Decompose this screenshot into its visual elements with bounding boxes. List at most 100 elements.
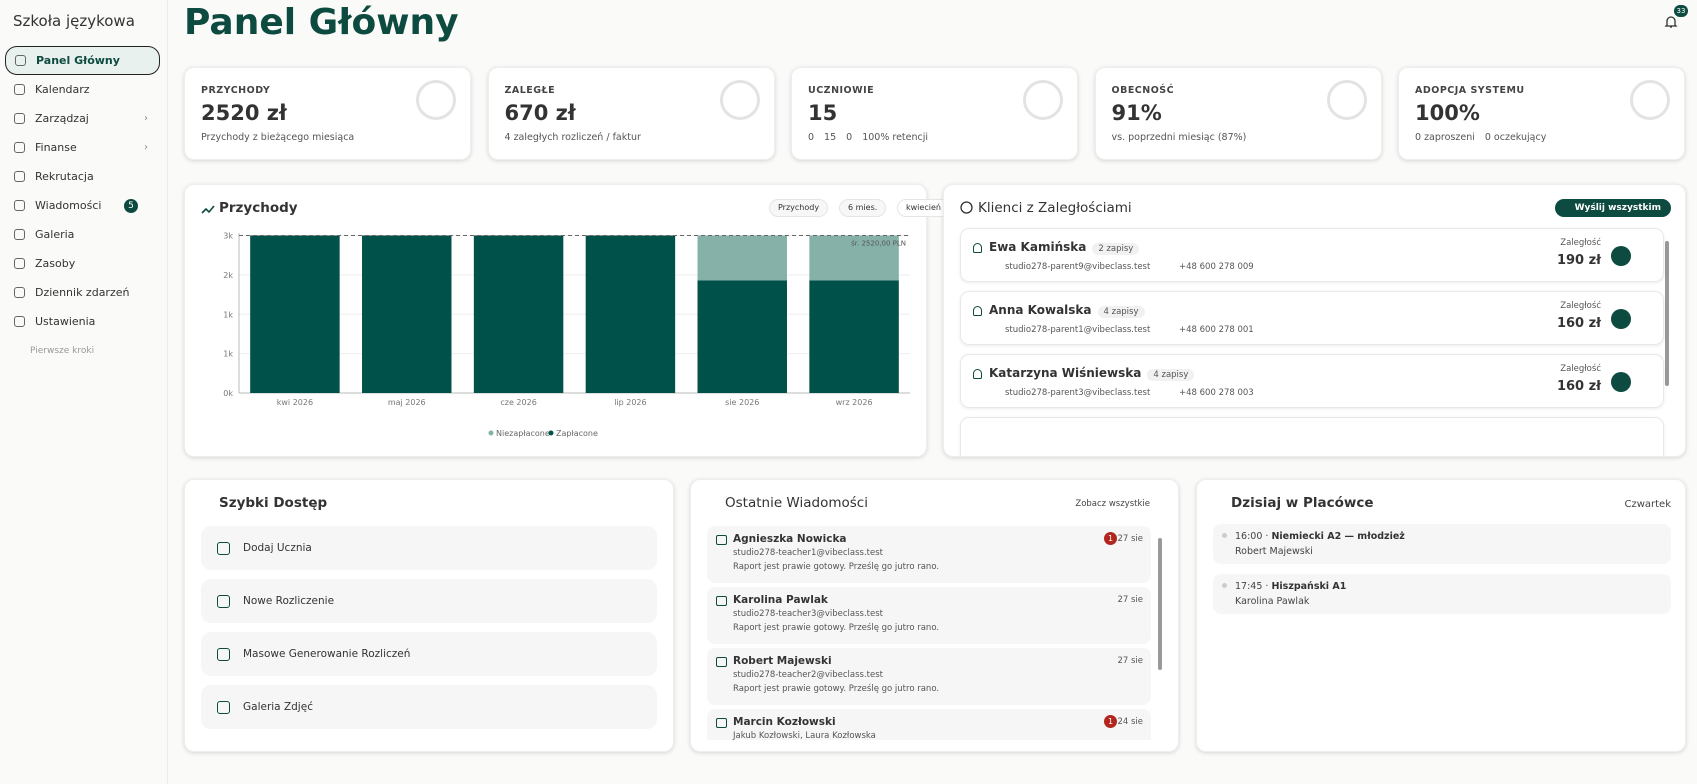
quick-action[interactable]: Dodaj Ucznia — [201, 526, 657, 570]
stat-sub-item: 100% retencji — [862, 132, 929, 143]
nav-icon — [14, 258, 25, 269]
nav-label: Finanse — [35, 141, 77, 154]
message[interactable]: Marcin Kozłowski 1 24 sie Jakub Kozłowski, … — [707, 709, 1151, 740]
nav-icon — [14, 84, 25, 95]
debt-label: Zaległość — [1560, 238, 1601, 248]
nav-item[interactable]: Dziennik zdarzeń — [5, 278, 160, 307]
nav-item[interactable]: Zasoby — [5, 249, 160, 278]
message[interactable]: Agnieszka Nowicka 1 27 sie studio278-teache… — [707, 526, 1151, 583]
nav-badge: 5 — [124, 198, 138, 213]
event-title: Niemiecki A2 — młodzież — [1271, 531, 1405, 542]
unread-badge: 1 — [1104, 532, 1117, 545]
stat-value: 15 — [808, 101, 838, 125]
message-date: 27 sie — [1117, 656, 1143, 666]
event-time: 16:00 — [1235, 531, 1271, 542]
messages-list: Agnieszka Nowicka 1 27 sie studio278-teache… — [707, 526, 1151, 740]
debtor-phone: +48 600 278 001 — [1179, 325, 1254, 335]
send-all-button[interactable]: Wyślij wszystkim — [1554, 199, 1671, 217]
bar — [697, 235, 787, 281]
enrollments: 2 zapisy — [1092, 243, 1140, 255]
chart-title: Przychody — [219, 200, 298, 216]
chevron: › — [144, 113, 148, 124]
stat-label: PRZYCHODY — [201, 85, 271, 96]
debtor-row — [960, 417, 1664, 456]
x-tick-label: kwi 2026 — [277, 398, 313, 407]
person-icon — [973, 369, 982, 379]
send-reminder[interactable] — [1611, 372, 1631, 392]
message[interactable]: Karolina Pawlak 27 sie studio278-teacher3@… — [707, 587, 1151, 644]
nav-label: Galeria — [35, 228, 75, 241]
scrollbar — [1665, 241, 1669, 386]
legend-swatch — [548, 430, 554, 436]
message[interactable]: Robert Majewski 27 sie studio278-teacher2@… — [707, 648, 1151, 705]
nav-label: Zarządzaj — [35, 112, 89, 125]
chevron: › — [144, 142, 148, 153]
nav-item[interactable]: Panel Główny — [5, 46, 160, 75]
average-label: śr. 2520,00 PLN — [851, 240, 906, 248]
debtor-name-text: Anna Kowalska — [989, 303, 1092, 317]
stat-card: UCZNIOWIE 15 0 15 0 100% retencji — [791, 67, 1078, 160]
message-date: 27 sie — [1117, 534, 1143, 544]
stat-value: 100% — [1415, 101, 1480, 125]
stat-icon — [1023, 80, 1063, 120]
send-reminder[interactable] — [1611, 309, 1631, 329]
getting-started[interactable]: Pierwsze kroki — [30, 346, 95, 356]
nav-item[interactable]: Kalendarz — [5, 75, 160, 104]
debtors-card: Klienci z Zaległościami Wyślij wszystkim… — [943, 184, 1686, 457]
quick-action[interactable]: Galeria Zdjęć — [201, 685, 657, 729]
notifications[interactable]: 33 — [1664, 5, 1688, 28]
nav-item[interactable]: Galeria — [5, 220, 160, 249]
debt-label: Zaległość — [1560, 364, 1601, 374]
nav-label: Panel Główny — [36, 54, 120, 67]
debtor-row[interactable]: Katarzyna Wiśniewska 4 zapisy studio278-pa… — [960, 354, 1664, 408]
debtor-row[interactable]: Anna Kowalska 4 zapisy studio278-parent1@v… — [960, 291, 1664, 345]
enrollments: 4 zapisy — [1147, 369, 1195, 381]
nav-item[interactable]: Rekrutacja — [5, 162, 160, 191]
debtor-row[interactable]: Ewa Kamińska 2 zapisy studio278-parent9@vi… — [960, 228, 1664, 282]
debtor-phone: +48 600 278 009 — [1179, 262, 1254, 272]
message-text: Raport jest prawie gotowy. Prześlę go ju… — [733, 562, 940, 572]
nav-icon — [14, 287, 25, 298]
stat-sub-item: 0 — [808, 132, 815, 143]
stat-label: OBECNOŚĆ — [1111, 85, 1175, 96]
scrollbar — [1158, 538, 1162, 670]
stat-icon — [1630, 80, 1670, 120]
send-reminder[interactable] — [1611, 246, 1631, 266]
debt-amount: 160 zł — [1556, 316, 1601, 331]
message-date: 27 sie — [1117, 595, 1143, 605]
event-person: Karolina Pawlak — [1235, 596, 1310, 607]
chart-control[interactable]: 6 mies. — [839, 199, 887, 217]
event[interactable]: 17:45Hiszpański A1 Karolina Pawlak — [1213, 574, 1671, 614]
message-sender: Agnieszka Nowicka — [733, 533, 847, 545]
stat-card: OBECNOŚĆ 91% vs. poprzedni miesiąc (87%) — [1094, 67, 1382, 160]
stat-sub-item: 0 oczekujący — [1484, 132, 1547, 143]
nav-item[interactable]: Wiadomości 5 — [5, 191, 160, 220]
stat-card: ZALEGŁE 670 zł 4 zaległych rozliczeń / fak… — [487, 67, 775, 160]
nav-label: Dziennik zdarzeń — [35, 286, 130, 299]
stat-label: ADOPCJA SYSTEMU — [1415, 85, 1525, 96]
nav-item[interactable]: Zarządzaj › — [5, 104, 160, 133]
today-card: Dzisiaj w Placówce Czwartek 16:00Niemiec… — [1196, 479, 1686, 752]
x-tick-label: lip 2026 — [614, 398, 646, 407]
chart-control[interactable]: Przychody — [769, 199, 829, 217]
message-date: 24 sie — [1117, 717, 1143, 727]
trend-icon — [201, 205, 215, 214]
stat-sub: vs. poprzedni miesiąc (87%) — [1112, 132, 1247, 143]
nav-item[interactable]: Ustawienia — [5, 307, 160, 336]
see-all-link[interactable]: Zobacz wszystkie — [1075, 499, 1150, 509]
debtor-name: Anna Kowalska 4 zapisy — [989, 303, 1145, 318]
nav: Panel Główny Kalendarz Zarządzaj › Finanse › R… — [5, 46, 160, 336]
today-title: Dzisiaj w Placówce — [1231, 495, 1374, 511]
event-line: 16:00Niemiecki A2 — młodzież — [1235, 529, 1671, 544]
stat-sub: 4 zaległych rozliczeń / faktur — [505, 132, 641, 143]
quick-action[interactable]: Nowe Rozliczenie — [201, 579, 657, 623]
y-tick-label: 0k — [223, 389, 233, 398]
debtor-name: Ewa Kamińska 2 zapisy — [989, 240, 1140, 255]
brand: Szkoła językowa — [13, 12, 135, 30]
nav-item[interactable]: Finanse › — [5, 133, 160, 162]
message-text: Raport jest prawie gotowy. Prześlę go ju… — [733, 623, 940, 633]
quick-action[interactable]: Masowe Generowanie Rozliczeń — [201, 632, 657, 676]
sidebar: Szkoła językowa Panel Główny Kalendarz Zar… — [0, 0, 168, 784]
event[interactable]: 16:00Niemiecki A2 — młodzież Robert Majew… — [1213, 524, 1671, 564]
